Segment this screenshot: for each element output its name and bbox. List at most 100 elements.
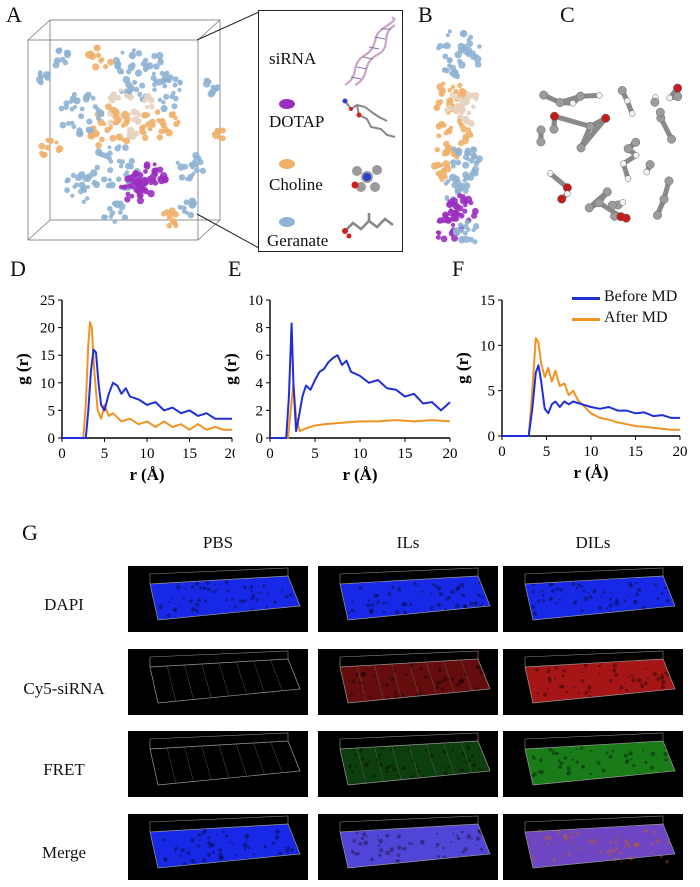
molecule-bead (109, 210, 116, 216)
molecule-bead (81, 199, 87, 204)
speckle (358, 681, 363, 685)
molecule-bead (117, 67, 124, 75)
speckle (637, 772, 640, 775)
speckle (263, 844, 267, 848)
speckle (389, 847, 395, 852)
speckle (262, 584, 265, 587)
speckle (608, 603, 613, 608)
molecule-bead (63, 49, 69, 55)
speckle (290, 848, 294, 852)
molecule-bead (464, 219, 470, 225)
dotap-molecule-icon (342, 98, 396, 138)
speckle (434, 612, 436, 615)
speckle (388, 853, 391, 856)
speckle (190, 858, 196, 864)
molecule-bead (464, 147, 472, 155)
speckle (359, 749, 363, 753)
speckle (587, 838, 593, 844)
speckle (593, 613, 597, 617)
speckle (358, 586, 363, 590)
speckle (653, 830, 657, 835)
panel-label-b: B (418, 2, 433, 27)
speckle (438, 668, 442, 672)
atom (631, 137, 641, 147)
molecule-bead (199, 167, 206, 174)
speckle (559, 684, 563, 689)
y-tick-label: 0 (48, 431, 56, 447)
speckle (393, 691, 397, 694)
atom (673, 92, 683, 102)
confocal-tile-dapi-ils (318, 566, 498, 632)
speckle (538, 829, 542, 833)
speckle (415, 777, 419, 781)
x-tick-label: 20 (443, 446, 458, 462)
speckle (436, 832, 439, 835)
molecule-bead (152, 180, 159, 186)
speckle (475, 664, 480, 669)
speckle (382, 611, 385, 614)
speckle (650, 842, 654, 846)
speckle (664, 671, 668, 675)
x-tick-label: 5 (311, 446, 319, 462)
molecule-bead (125, 191, 131, 197)
speckle (583, 663, 588, 668)
speckle (567, 852, 572, 856)
x-tick-label: 15 (398, 446, 413, 462)
speckle (656, 597, 660, 600)
speckle (435, 842, 440, 847)
molecule-bead (436, 133, 442, 139)
speckle (396, 834, 401, 839)
speckle (561, 674, 565, 677)
molecule-bead (107, 145, 112, 150)
speckle (584, 692, 588, 695)
molecule-bead (447, 97, 454, 104)
speckle (534, 840, 537, 843)
molecule-bead (124, 196, 131, 203)
speckle (612, 668, 617, 673)
speckle (353, 753, 357, 756)
atom (564, 190, 571, 197)
atom (601, 113, 611, 123)
molecule-bead (450, 84, 456, 90)
speckle (242, 842, 248, 848)
molecule-bead (466, 110, 472, 116)
molecule-bead (470, 146, 478, 153)
molecule-bead (112, 219, 118, 224)
speckle (378, 853, 382, 857)
speckle (201, 831, 206, 835)
speckle (218, 848, 223, 852)
fluorescence-volume (340, 741, 490, 785)
speckle (459, 679, 465, 684)
atom (555, 98, 565, 108)
molecule-bead (472, 207, 479, 215)
speckle (558, 765, 563, 769)
speckle (235, 854, 238, 857)
molecule-bead (115, 133, 123, 141)
speckle (587, 591, 590, 594)
speckle (239, 599, 244, 604)
speckle (664, 758, 668, 762)
speckle (360, 748, 363, 750)
speckle (548, 747, 553, 752)
molecule-bead (78, 113, 85, 120)
speckle (377, 753, 381, 758)
speckle (566, 766, 571, 771)
speckle (654, 692, 659, 697)
speckle (479, 690, 481, 693)
speckle (214, 584, 216, 586)
molecule-bead (71, 124, 77, 130)
geranate-molecule-icon (342, 213, 394, 239)
y-tick-label: 10 (248, 293, 263, 309)
atom (539, 90, 549, 100)
speckle (403, 610, 407, 614)
grid-line (236, 743, 247, 777)
molecule-bead (150, 122, 156, 128)
molecule-bead (453, 203, 461, 211)
speckle (614, 840, 618, 845)
molecule-bead (436, 170, 443, 177)
speckle (360, 672, 365, 677)
molecule-bead (475, 155, 483, 163)
speckle (376, 600, 380, 604)
molecule-bead (460, 125, 468, 133)
speckle (530, 605, 536, 610)
